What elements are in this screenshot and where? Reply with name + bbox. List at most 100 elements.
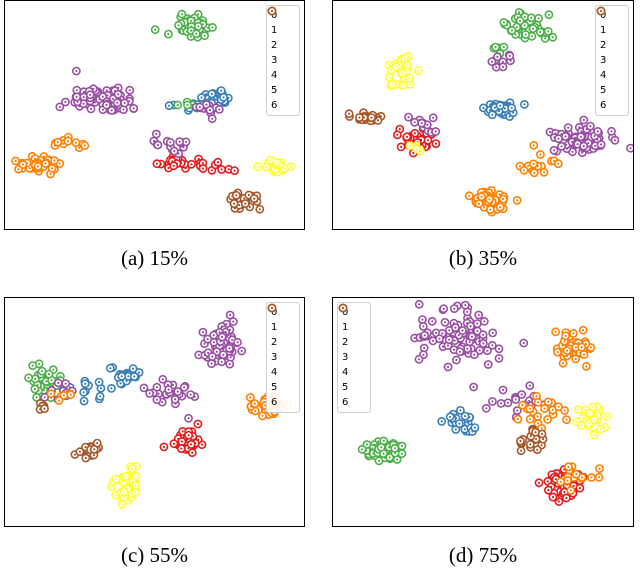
- series-2-points: [357, 436, 407, 466]
- data-point-center: [82, 102, 85, 105]
- legend: 0 1 2 3 4 5 6: [266, 5, 300, 116]
- data-point-center: [114, 494, 117, 497]
- scatter-plot: [344, 7, 633, 217]
- data-point-center: [382, 452, 385, 455]
- data-point-center: [491, 400, 494, 403]
- data-point-center: [51, 167, 54, 170]
- data-point-center: [172, 442, 175, 445]
- data-point-center: [516, 199, 519, 202]
- data-point-center: [497, 347, 501, 350]
- data-point-center: [423, 346, 426, 350]
- data-point-center: [468, 194, 471, 197]
- data-point-center: [521, 404, 524, 407]
- data-point-center: [598, 476, 601, 479]
- data-point-center: [56, 141, 59, 144]
- data-point-center: [449, 415, 452, 418]
- data-point-center: [543, 407, 546, 410]
- data-point-center: [69, 393, 72, 396]
- data-point-center: [485, 407, 488, 410]
- data-point-center: [506, 401, 509, 404]
- data-point-center: [426, 139, 429, 142]
- data-point-center: [580, 476, 584, 479]
- data-point-center: [501, 388, 505, 392]
- scatter-plot: [11, 9, 296, 214]
- legend-label: 2: [271, 337, 278, 348]
- data-point-center: [228, 347, 231, 350]
- data-point-center: [422, 325, 425, 328]
- data-point-center: [391, 83, 394, 86]
- data-point-center: [115, 477, 118, 481]
- legend-item-6: 6: [596, 6, 624, 113]
- data-point-center: [582, 118, 585, 122]
- data-point-center: [228, 363, 231, 366]
- data-point-center: [207, 351, 210, 354]
- data-point-center: [534, 437, 538, 441]
- data-point-center: [434, 142, 437, 145]
- data-point-center: [413, 121, 416, 124]
- data-point-center: [167, 166, 170, 170]
- data-point-center: [441, 345, 445, 348]
- data-point-center: [587, 422, 590, 425]
- data-point-center: [64, 100, 67, 104]
- data-point-center: [390, 69, 393, 72]
- data-point-center: [101, 108, 104, 111]
- plot-area: 0 1 2 3 4 5 6: [332, 0, 634, 230]
- data-point-center: [453, 339, 456, 342]
- data-point-center: [560, 145, 563, 148]
- data-point-center: [203, 342, 206, 345]
- legend-marker-icon: [267, 6, 277, 16]
- data-point-center: [190, 19, 193, 22]
- data-point-center: [119, 382, 122, 385]
- data-point-center: [552, 149, 556, 152]
- legend-item-4: 4: [267, 6, 295, 83]
- data-point-center: [420, 122, 423, 125]
- data-point-center: [93, 448, 96, 451]
- data-point-center: [187, 434, 190, 437]
- data-point-center: [477, 202, 481, 205]
- series-3-points: [404, 50, 633, 158]
- data-point-center: [514, 33, 517, 36]
- legend-item-4: 4: [267, 303, 295, 380]
- data-point-center: [572, 484, 575, 487]
- data-point-center: [473, 353, 476, 356]
- data-point-center: [466, 310, 469, 313]
- data-point-center: [447, 365, 450, 369]
- data-point-center: [530, 16, 533, 19]
- data-point-center: [233, 202, 236, 205]
- series-2-points: [150, 9, 217, 110]
- legend-label: 0: [271, 307, 278, 318]
- data-point-center: [201, 162, 204, 165]
- data-point-center: [486, 349, 489, 352]
- data-point-center: [127, 375, 130, 378]
- data-point-center: [431, 339, 435, 342]
- data-point-center: [548, 130, 552, 134]
- data-point-center: [99, 387, 102, 390]
- data-point-center: [417, 69, 420, 72]
- data-point-center: [470, 335, 474, 338]
- data-point-center: [488, 198, 491, 201]
- legend-item-3: 3: [338, 303, 366, 365]
- legend-item-5: 5: [338, 303, 366, 395]
- subplot-caption: (c) 55%: [120, 543, 189, 567]
- data-point-center: [253, 402, 256, 405]
- data-point-center: [533, 171, 536, 174]
- data-point-center: [98, 381, 101, 384]
- data-point-center: [37, 165, 40, 168]
- data-point-center: [434, 130, 437, 133]
- data-point-center: [459, 409, 462, 412]
- data-point-center: [57, 381, 60, 384]
- legend-marker-icon: [267, 303, 277, 313]
- legend-item-4: 4: [596, 6, 624, 83]
- data-point-center: [248, 205, 251, 208]
- data-point-center: [191, 451, 194, 454]
- data-point-center: [122, 490, 125, 493]
- data-point-center: [578, 487, 581, 490]
- scatter-plot: [357, 299, 612, 506]
- data-point-center: [551, 408, 554, 411]
- data-point-center: [489, 109, 492, 112]
- data-point-center: [499, 104, 502, 107]
- data-point-center: [579, 135, 582, 138]
- data-point-center: [574, 346, 577, 349]
- data-point-center: [559, 480, 562, 483]
- legend: 0 1 2 3 4 5 6: [337, 302, 371, 413]
